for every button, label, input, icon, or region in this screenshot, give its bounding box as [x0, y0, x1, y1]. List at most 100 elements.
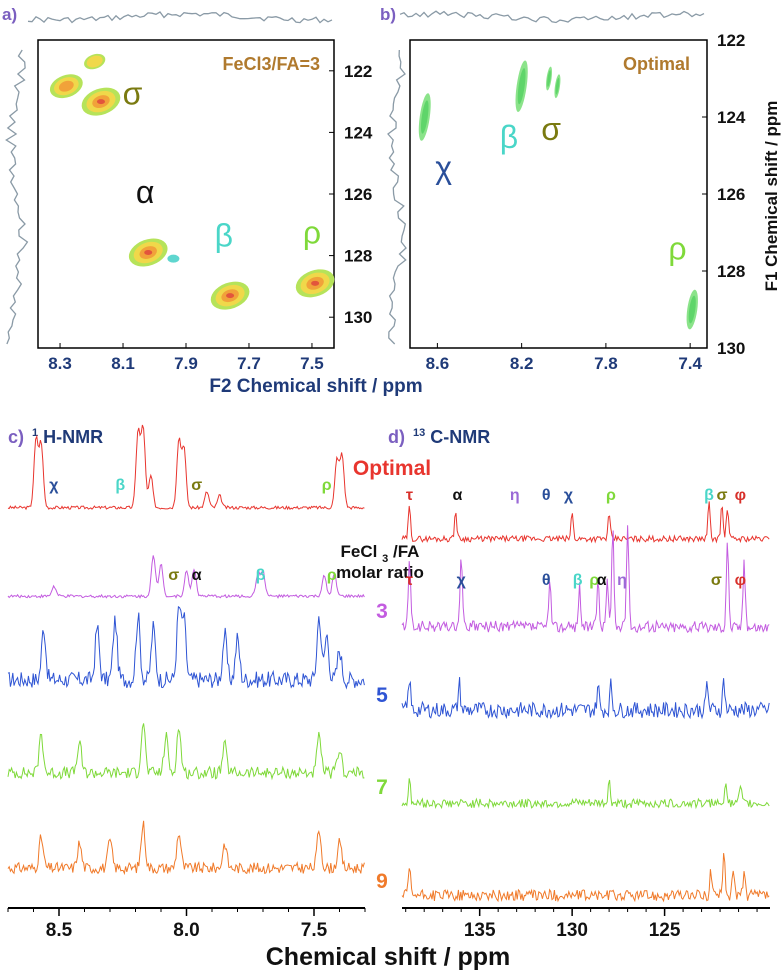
spectrum-optimal [7, 424, 365, 511]
x-tick-label: 8.3 [48, 354, 72, 373]
peak-label: ρ [303, 214, 321, 250]
x-tick-label: 130 [556, 920, 588, 941]
panel-a: FeCl3/FA=3 σ α β ρ 8.3 8.1 7.9 7.7 7.5 122 124 12… [5, 11, 373, 373]
spectrum-peak-label: η [617, 572, 627, 589]
x-tick-label: 8.1 [111, 354, 135, 373]
x-tick-label: 125 [649, 920, 681, 941]
peak-contour-mid [86, 55, 103, 68]
spectrum-5 [401, 677, 770, 720]
peak-label: σ [541, 111, 561, 147]
x-tick-label: 7.7 [237, 354, 261, 373]
peak-contour-core [144, 250, 153, 256]
spectrum-peak-label: α [192, 567, 202, 584]
x-tick-label: 7.9 [174, 354, 198, 373]
ratio-fecl: FeCl [341, 542, 378, 561]
spectrum-peak-label: η [510, 487, 520, 504]
x-tick-label: 8.0 [173, 920, 199, 941]
heatmap-peak [167, 254, 180, 263]
spectrum-peak-label: φ [735, 487, 746, 504]
spectrum-peak-label: ρ [327, 567, 337, 584]
peak-contour-inner [688, 295, 696, 324]
spectrum-5 [7, 605, 365, 690]
panel-b-title: Optimal [623, 54, 690, 74]
spectrum-3 [7, 555, 365, 599]
spectrum-optimal [401, 501, 770, 544]
peak-label: ρ [668, 230, 686, 266]
panel-c-sup: 1 [32, 427, 38, 439]
spectrum-peak-label: β [256, 567, 266, 584]
panel-b-label: b) [380, 5, 396, 24]
heatmap-peak [295, 269, 335, 298]
heatmap-peak [686, 289, 698, 330]
spectrum-peak-label: β [573, 572, 583, 589]
y-tick-label: 126 [344, 185, 372, 204]
panel-d-title: d) 13 C-NMR [388, 420, 490, 447]
spectrum-peak-label: α [453, 487, 463, 504]
spectrum-peak-label: σ [711, 572, 722, 589]
peak-contour-core [226, 293, 235, 299]
peak-contour-core [96, 99, 105, 105]
spectrum-peak-label: φ [735, 572, 746, 589]
peak-contour-inner [547, 70, 551, 87]
panel-d-main: C-NMR [430, 427, 490, 447]
panel-a-top-projection [27, 11, 333, 24]
spectrum-7 [7, 723, 365, 781]
x-tick-label: 135 [464, 920, 496, 941]
y-tick-label: 130 [344, 308, 372, 327]
spectrum-peak-label: ρ [322, 477, 332, 494]
peak-contour-inner [58, 80, 74, 92]
panel-a-left-projection [5, 49, 29, 345]
peak-label: α [136, 174, 155, 210]
panel-c-main: H-NMR [43, 427, 103, 447]
x-tick-label: 8.2 [510, 354, 534, 373]
y-tick-label: 128 [717, 262, 745, 281]
panel-b: Optimal χ β σ ρ 8.6 8.2 7.8 7.4 122 124 126 128 13… [387, 10, 781, 373]
y-tick-label: 124 [717, 108, 746, 127]
spectrum-peak-label: ρ [606, 487, 616, 504]
x-tick-label: 7.5 [301, 920, 328, 941]
panel-c-title: c) 1 H-NMR [8, 420, 103, 447]
ratio-sub: 3 [382, 553, 388, 565]
series-label-optimal: Optimal [353, 457, 431, 480]
peak-label: β [215, 217, 233, 253]
spectrum-peak-label: σ [191, 477, 202, 494]
spectrum-peak-label: ρ [589, 572, 599, 589]
spectrum-peak-label: χ [49, 477, 59, 494]
heatmap-peak [84, 53, 106, 70]
series-label-7: 7 [376, 776, 388, 799]
panel-d-prefix: d) [388, 427, 405, 447]
ratio-fa: /FA [393, 542, 419, 561]
x-tick-label: 8.5 [46, 920, 73, 941]
panel-a-title: FeCl3/FA=3 [222, 54, 320, 74]
peak-label: σ [123, 76, 143, 112]
panel-b-top-projection [399, 10, 705, 24]
spectrum-peak-label: τ [406, 572, 413, 589]
ratio-label-line1: FeCl 3 /FA [341, 542, 420, 566]
spectrum-peak-label: χ [457, 572, 467, 589]
spectrum-peak-label: σ [168, 567, 179, 584]
spectrum-9 [7, 820, 365, 876]
spectrum-peak-label: α [597, 572, 607, 589]
heatmap-peak [81, 87, 121, 116]
spectrum-peak-label: τ [406, 487, 413, 504]
peak-label: β [500, 119, 518, 155]
x-tick-label: 7.4 [678, 354, 702, 373]
heatmap-peak [128, 238, 168, 267]
y-tick-label: 122 [344, 62, 372, 81]
y-tick-label: 122 [717, 31, 745, 50]
y-tick-label: 128 [344, 247, 372, 266]
panel-b-ylabel: F1 Chemical shift / ppm [762, 101, 781, 292]
y-tick-label: 130 [717, 339, 745, 358]
peak-contour [167, 254, 180, 263]
spectrum-peak-label: β [115, 477, 125, 494]
panel-a-xlabel: F2 Chemical shift / ppm [209, 376, 422, 397]
bottom-xlabel: Chemical shift / ppm [266, 943, 510, 971]
panel-a-label: a) [2, 5, 17, 24]
panel-c-prefix: c) [8, 427, 24, 447]
peak-contour-inner [517, 68, 526, 105]
peak-label: χ [435, 150, 452, 186]
peak-contour-inner [555, 77, 560, 95]
y-tick-label: 126 [717, 185, 745, 204]
heatmap-peak [515, 60, 528, 112]
